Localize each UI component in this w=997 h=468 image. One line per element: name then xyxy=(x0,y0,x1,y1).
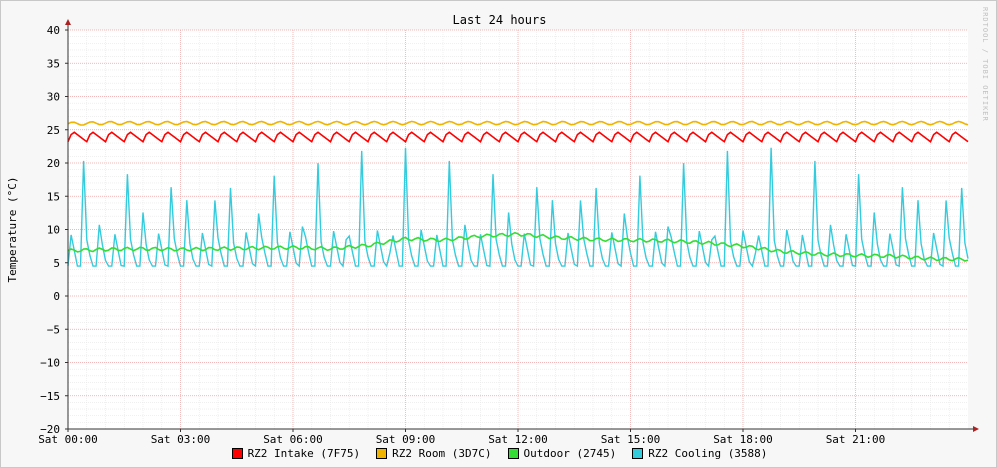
legend-item: RZ2 Room (3D7C) xyxy=(376,447,492,460)
legend-label: RZ2 Room (3D7C) xyxy=(392,447,492,460)
x-axis-arrow xyxy=(973,426,979,432)
y-axis-arrow xyxy=(65,19,71,25)
legend-swatch xyxy=(376,448,388,459)
series-line-intake xyxy=(67,131,969,143)
x-tick-label: Sat 21:00 xyxy=(826,433,886,446)
x-tick-label: Sat 12:00 xyxy=(488,433,548,446)
y-tick-label: 35 xyxy=(47,57,60,70)
y-tick-label: 15 xyxy=(47,190,60,203)
y-tick-label: −15 xyxy=(40,390,60,403)
y-tick-label: 30 xyxy=(47,91,60,104)
x-tick-label: Sat 03:00 xyxy=(151,433,211,446)
y-tick-label: −10 xyxy=(40,357,60,370)
y-tick-label: −20 xyxy=(40,423,60,436)
y-tick-label: 0 xyxy=(53,290,60,303)
legend-swatch xyxy=(632,448,644,459)
x-tick-label: Sat 18:00 xyxy=(713,433,773,446)
x-tick-label: Sat 00:00 xyxy=(38,433,98,446)
series-line-outdoor xyxy=(67,231,969,262)
legend-label: Outdoor (2745) xyxy=(523,447,617,460)
legend-label: RZ2 Cooling (3588) xyxy=(648,447,768,460)
watermark: RRDTOOL / TOBI OETIKER xyxy=(981,7,989,122)
legend-label: RZ2 Intake (7F75) xyxy=(247,447,361,460)
legend-swatch xyxy=(231,448,243,459)
y-tick-label: 5 xyxy=(53,257,60,270)
legend-item: RZ2 Cooling (3588) xyxy=(632,447,767,460)
x-tick-label: Sat 06:00 xyxy=(263,433,323,446)
legend: RZ2 Intake (7F75) RZ2 Room (3D7C) Outdoo… xyxy=(1,447,996,460)
legend-item: Outdoor (2745) xyxy=(507,447,617,460)
y-tick-label: −5 xyxy=(47,323,60,336)
chart-title: Last 24 hours xyxy=(452,13,547,27)
y-tick-label: 10 xyxy=(47,224,60,237)
series-line-room xyxy=(67,120,969,126)
legend-item: RZ2 Intake (7F75) xyxy=(231,447,361,460)
x-tick-label: Sat 09:00 xyxy=(376,433,436,446)
x-tick-label: Sat 15:00 xyxy=(601,433,661,446)
series-line-cooling xyxy=(67,147,969,268)
y-tick-label: 25 xyxy=(47,124,60,137)
y-tick-label: 40 xyxy=(47,24,60,37)
y-axis-label: Temperature (°C) xyxy=(6,177,19,283)
y-tick-label: 20 xyxy=(47,157,60,170)
legend-swatch xyxy=(507,448,519,459)
